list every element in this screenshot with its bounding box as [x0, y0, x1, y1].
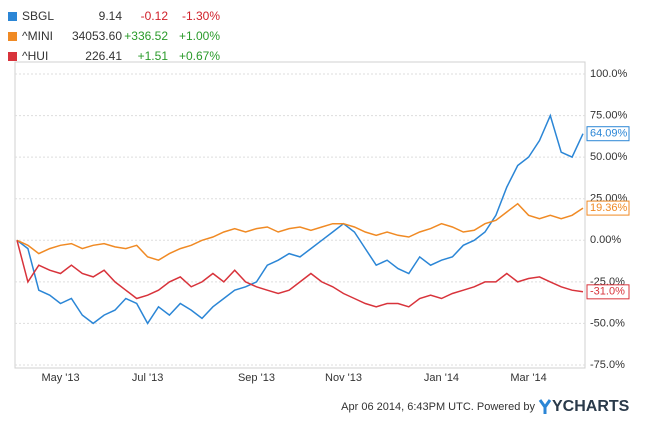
legend-name: ^MINI [22, 29, 53, 43]
x-tick-label: Jul '13 [132, 372, 163, 384]
legend-price: 226.41 [85, 49, 122, 63]
x-tick-label: May '13 [41, 372, 79, 384]
legend-change-pct: +1.00% [179, 29, 220, 43]
plot-frame [14, 61, 586, 369]
legend-change-pct: -1.30% [182, 9, 220, 23]
legend-name: ^HUI [22, 49, 48, 63]
legend-swatch [8, 32, 17, 41]
legend-name: SBGL [22, 9, 54, 23]
footer: Apr 06 2014, 6:43PM UTC. Powered by [341, 401, 535, 413]
end-label-box [586, 126, 630, 142]
legend-swatch [8, 12, 17, 21]
end-label: 64.09% [590, 128, 628, 140]
end-label: 19.36% [590, 202, 628, 214]
y-tick-label: -75.0% [590, 359, 625, 371]
legend-change: -0.12 [141, 9, 169, 23]
legend-swatch [8, 52, 17, 61]
y-tick-label: 100.0% [590, 68, 628, 80]
y-tick-label: 0.00% [590, 234, 621, 246]
series-line [16, 113, 584, 325]
legend-change-pct: +0.67% [179, 49, 220, 63]
x-tick-label: Nov '13 [325, 372, 362, 384]
end-label-box [586, 200, 630, 216]
y-tick-label: -50.0% [590, 317, 625, 329]
y-tick-label: 75.00% [590, 109, 628, 121]
legend: SBGL 9.14 -0.12 -1.30% ^MINI 34053.60 +336.52 +… [8, 9, 220, 63]
x-tick-label: Jan '14 [424, 372, 459, 384]
series-line [16, 202, 584, 262]
legend-change: +336.52 [124, 29, 168, 43]
end-label: -31.0% [590, 286, 625, 298]
x-tick-label: Sep '13 [238, 372, 275, 384]
end-label-box [586, 284, 630, 300]
brand[interactable]: YCHARTS [552, 398, 630, 415]
legend-change: +1.51 [138, 49, 169, 63]
series-line [16, 240, 584, 308]
legend-price: 9.14 [99, 9, 123, 23]
x-tick-label: Mar '14 [510, 372, 546, 384]
legend-price: 34053.60 [72, 29, 122, 43]
brand-mark[interactable] [538, 399, 552, 414]
y-tick-label: 50.00% [590, 151, 628, 163]
